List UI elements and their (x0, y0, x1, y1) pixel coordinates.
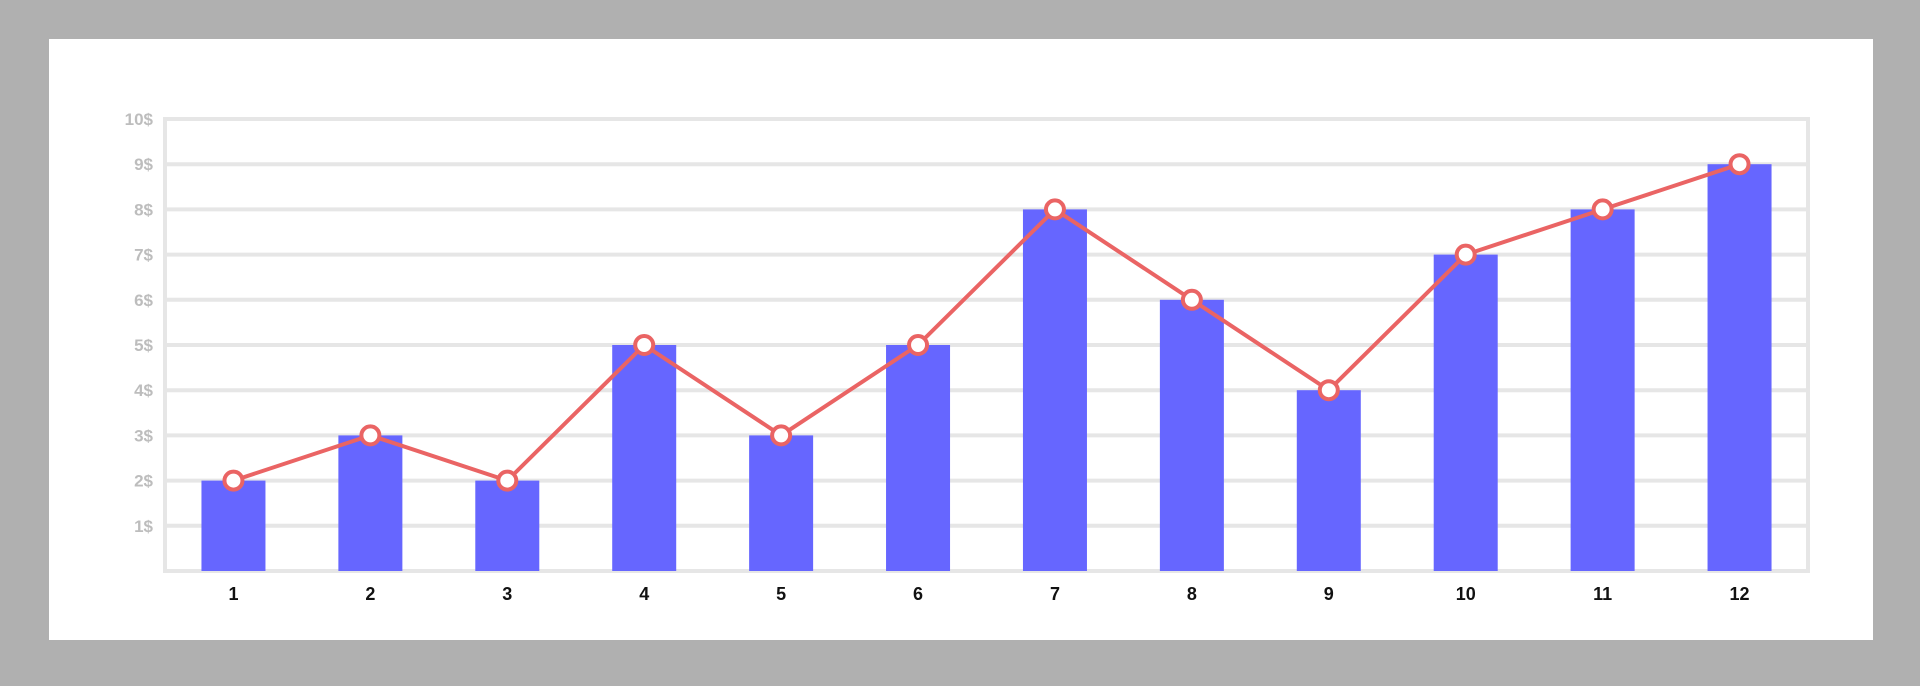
y-axis-labels: 1$ 2$ 3$ 4$ 5$ 6$ 7$ 8$ 9$ 10$ (125, 110, 154, 536)
bar-series (201, 164, 1772, 571)
y-tick-label: 8$ (134, 200, 153, 219)
x-tick-label: 8 (1187, 584, 1197, 604)
bar (1296, 390, 1361, 571)
x-tick-label: 2 (365, 584, 375, 604)
line-point (222, 469, 245, 492)
line-point (907, 334, 930, 356)
line-point (1454, 243, 1477, 266)
x-tick-label: 6 (913, 584, 923, 604)
y-tick-label: 7$ (134, 246, 153, 265)
x-tick-label: 9 (1324, 584, 1334, 604)
y-tick-label: 1$ (134, 517, 153, 536)
line-point (1180, 288, 1203, 311)
line-series (232, 162, 1741, 483)
y-tick-label: 2$ (134, 472, 153, 491)
bar (1707, 164, 1772, 571)
y-tick-label: 10$ (125, 110, 154, 129)
bar (338, 435, 403, 571)
bar (749, 435, 814, 571)
line-point (359, 424, 382, 447)
grid-lines (163, 117, 1810, 573)
bar (201, 480, 266, 571)
x-tick-label: 7 (1050, 584, 1060, 604)
x-tick-label: 5 (776, 584, 786, 604)
x-tick-label: 4 (639, 584, 649, 604)
y-tick-label: 5$ (134, 336, 153, 355)
bar (1022, 209, 1087, 571)
bar (612, 345, 677, 571)
line-point (1043, 198, 1066, 221)
x-tick-label: 11 (1593, 584, 1612, 604)
line-point (770, 424, 793, 447)
line-path (232, 162, 1741, 483)
y-tick-label: 4$ (134, 381, 153, 400)
x-tick-label: 1 (228, 584, 238, 604)
x-tick-label: 10 (1456, 584, 1476, 604)
bar (1433, 254, 1498, 571)
x-tick-label: 3 (502, 584, 512, 604)
line-point (633, 334, 656, 356)
bar (886, 345, 951, 571)
x-axis-labels: 1 2 3 4 5 6 7 8 9 10 11 12 (228, 584, 1749, 604)
line-point (1591, 198, 1614, 221)
bar (475, 480, 540, 571)
x-tick-label: 12 (1730, 584, 1750, 604)
y-tick-label: 3$ (134, 426, 153, 445)
y-tick-label: 6$ (134, 291, 153, 310)
line-markers (222, 153, 1751, 492)
bar (1159, 299, 1224, 571)
y-tick-label: 9$ (134, 155, 153, 174)
line-point (1317, 379, 1340, 402)
bar (1570, 209, 1635, 571)
line-point (496, 469, 519, 492)
line-point (1728, 153, 1751, 176)
